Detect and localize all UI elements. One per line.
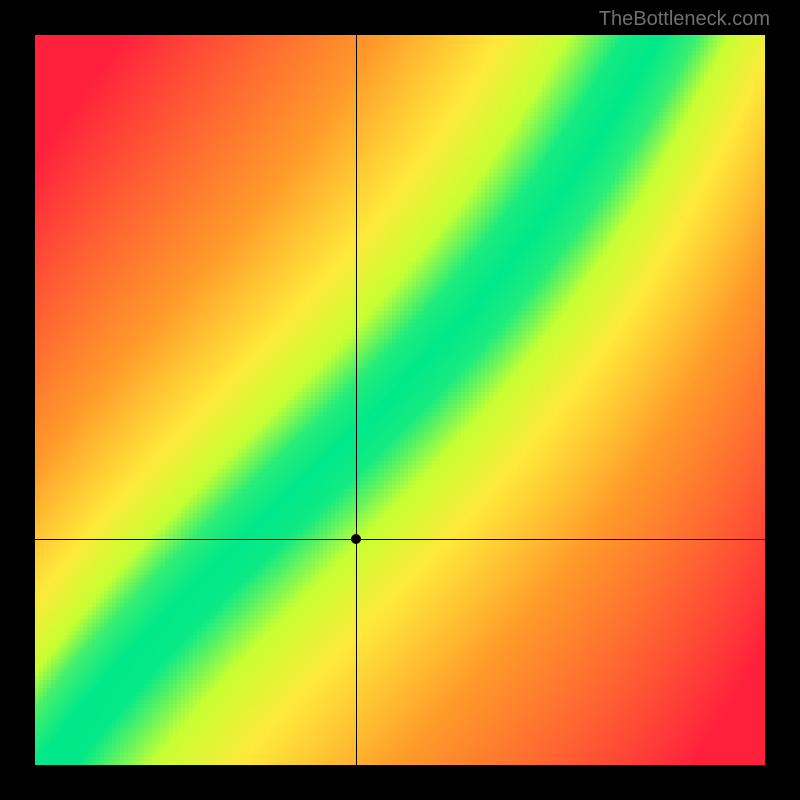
plot-area xyxy=(35,35,765,765)
crosshair-marker xyxy=(351,534,361,544)
crosshair-horizontal xyxy=(35,539,765,540)
heatmap-canvas xyxy=(35,35,765,765)
crosshair-vertical xyxy=(356,35,357,765)
watermark-text: TheBottleneck.com xyxy=(599,8,770,31)
